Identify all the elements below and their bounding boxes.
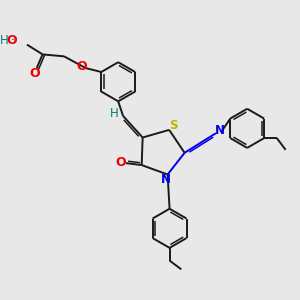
Text: H: H <box>110 106 119 120</box>
Text: O: O <box>7 34 17 47</box>
Text: O: O <box>116 156 127 169</box>
Text: O: O <box>76 60 87 73</box>
Text: O: O <box>29 68 40 80</box>
Text: N: N <box>215 124 225 137</box>
Text: N: N <box>161 173 171 186</box>
Text: ·: · <box>10 34 14 47</box>
Text: S: S <box>169 118 177 131</box>
Text: H: H <box>0 34 8 47</box>
